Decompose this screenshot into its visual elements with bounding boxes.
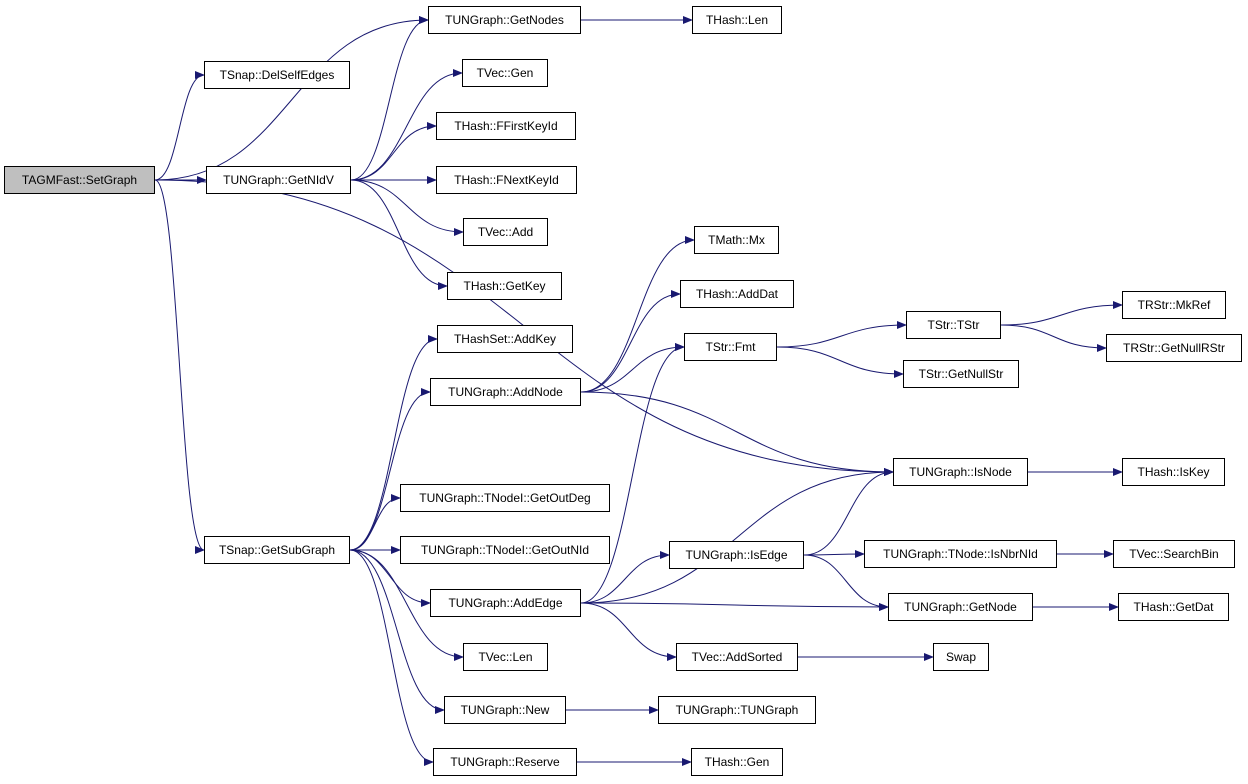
edge-addnode-to-isnode bbox=[580, 391, 894, 476]
node-mx[interactable]: TMath::Mx bbox=[694, 226, 779, 254]
node-addedge[interactable]: TUNGraph::AddEdge bbox=[430, 589, 581, 617]
edge-fmt-to-tstr bbox=[776, 321, 907, 348]
node-isnode[interactable]: TUNGraph::IsNode bbox=[893, 458, 1028, 486]
node-setgraph[interactable]: TAGMFast::SetGraph bbox=[4, 166, 155, 194]
edge-getnidv-to-getnodes bbox=[350, 16, 429, 181]
node-adddat[interactable]: THash::AddDat bbox=[680, 280, 794, 308]
node-mkref[interactable]: TRStr::MkRef bbox=[1122, 291, 1226, 319]
node-getnode[interactable]: TUNGraph::GetNode bbox=[888, 593, 1033, 621]
edge-addedge-to-addsorted bbox=[580, 602, 677, 661]
edge-getsubgraph-to-reserve bbox=[349, 549, 434, 766]
node-fmt[interactable]: TStr::Fmt bbox=[684, 333, 777, 361]
edge-addnode-to-adddat bbox=[580, 290, 681, 393]
node-getnidv[interactable]: TUNGraph::GetNIdV bbox=[206, 166, 351, 194]
edge-addnode-to-mx bbox=[580, 236, 695, 393]
edge-isedge-to-getnode bbox=[803, 554, 889, 611]
node-vecgen[interactable]: TVec::Gen bbox=[462, 59, 548, 87]
node-delselfedges[interactable]: TSnap::DelSelfEdges bbox=[204, 61, 350, 89]
node-vecadd[interactable]: TVec::Add bbox=[463, 218, 548, 246]
edge-getsubgraph-to-new bbox=[349, 549, 445, 714]
node-getnullstr[interactable]: TStr::GetNullStr bbox=[903, 360, 1019, 388]
node-isnbrnid[interactable]: TUNGraph::TNode::IsNbrNId bbox=[864, 540, 1057, 568]
edge-addnode-to-fmt bbox=[580, 343, 685, 393]
edge-getnidv-to-vecadd bbox=[350, 179, 464, 236]
edge-isedge-to-isnbrnid bbox=[803, 550, 865, 559]
node-reserve[interactable]: TUNGraph::Reserve bbox=[433, 748, 577, 776]
edge-fmt-to-getnullstr bbox=[776, 346, 904, 378]
edge-addedge-to-isedge bbox=[580, 551, 670, 604]
node-veclen[interactable]: TVec::Len bbox=[463, 643, 548, 671]
edge-addedge-to-getnode bbox=[580, 602, 889, 611]
node-hashlen[interactable]: THash::Len bbox=[692, 6, 782, 34]
node-getoutdeg[interactable]: TUNGraph::TNodeI::GetOutDeg bbox=[400, 484, 610, 512]
edge-tstr-to-mkref bbox=[1000, 301, 1123, 326]
edge-isedge-to-isnode bbox=[803, 468, 894, 556]
node-getnodes[interactable]: TUNGraph::GetNodes bbox=[428, 6, 581, 34]
edge-getnidv-to-vecgen bbox=[350, 69, 463, 181]
node-ctor[interactable]: TUNGraph::TUNGraph bbox=[658, 696, 816, 724]
node-fnextkeyid[interactable]: THash::FNextKeyId bbox=[436, 166, 577, 194]
edge-getsubgraph-to-getoutdeg bbox=[349, 494, 401, 551]
edge-setgraph-to-delselfedges bbox=[154, 71, 205, 181]
node-getkey[interactable]: THash::GetKey bbox=[447, 272, 562, 300]
edge-setgraph-to-getnodes bbox=[154, 16, 429, 181]
edge-addedge-to-fmt bbox=[580, 343, 685, 604]
node-tstr[interactable]: TStr::TStr bbox=[906, 311, 1001, 339]
node-getoutnid[interactable]: TUNGraph::TNodeI::GetOutNId bbox=[400, 536, 610, 564]
node-hashsetaddkey[interactable]: THashSet::AddKey bbox=[437, 325, 573, 353]
edge-getnidv-to-ffirstkeyid bbox=[350, 122, 437, 181]
edge-tstr-to-getnullrstr bbox=[1000, 324, 1107, 352]
node-addnode[interactable]: TUNGraph::AddNode bbox=[430, 378, 581, 406]
edge-setgraph-to-getsubgraph bbox=[154, 179, 205, 554]
node-getdat[interactable]: THash::GetDat bbox=[1118, 593, 1229, 621]
edge-getnidv-to-getkey bbox=[350, 179, 448, 290]
node-ffirstkeyid[interactable]: THash::FFirstKeyId bbox=[436, 112, 576, 140]
edge-getsubgraph-to-addnode bbox=[349, 388, 431, 551]
node-isedge[interactable]: TUNGraph::IsEdge bbox=[669, 541, 804, 569]
edge-getsubgraph-to-veclen bbox=[349, 549, 464, 661]
edge-getsubgraph-to-hashsetaddkey bbox=[349, 335, 438, 551]
node-getnullrstr[interactable]: TRStr::GetNullRStr bbox=[1106, 334, 1242, 362]
node-hashgen[interactable]: THash::Gen bbox=[691, 748, 783, 776]
node-new[interactable]: TUNGraph::New bbox=[444, 696, 566, 724]
edge-addedge-to-isnode bbox=[580, 468, 894, 604]
node-addsorted[interactable]: TVec::AddSorted bbox=[676, 643, 798, 671]
node-getsubgraph[interactable]: TSnap::GetSubGraph bbox=[204, 536, 350, 564]
node-searchbin[interactable]: TVec::SearchBin bbox=[1113, 540, 1235, 568]
node-swap[interactable]: Swap bbox=[933, 643, 989, 671]
node-iskey[interactable]: THash::IsKey bbox=[1122, 458, 1225, 486]
